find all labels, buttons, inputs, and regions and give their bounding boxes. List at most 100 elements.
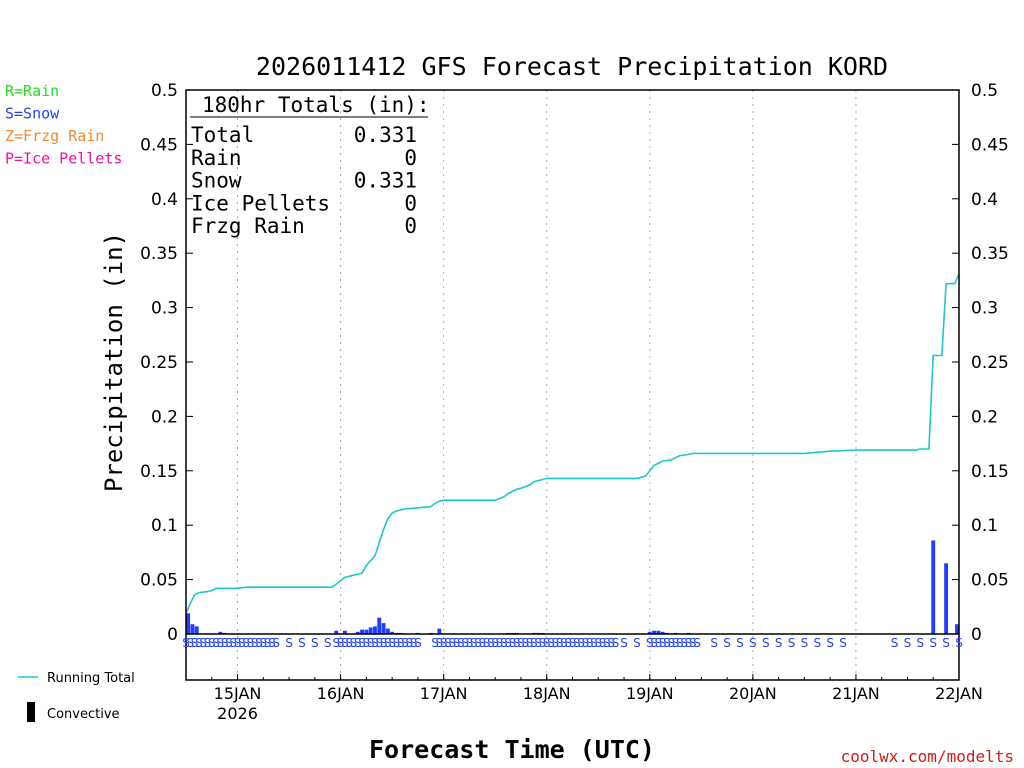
snow-bar — [652, 630, 657, 634]
ptype-letter: S — [285, 636, 293, 650]
y-tick-label-right: 0.2 — [971, 407, 998, 427]
y-tick-label-right: 0.3 — [971, 299, 998, 319]
ptype-letter: S — [341, 636, 349, 650]
ptype-letter: S — [504, 636, 512, 650]
ptype-letter: S — [500, 636, 508, 650]
ptype-letter: S — [723, 636, 731, 650]
ptype-letter: S — [547, 636, 555, 650]
ptype-letter: S — [590, 636, 598, 650]
ptype-letter: S — [225, 636, 233, 650]
totals-row-value: 0 — [404, 191, 417, 215]
y-tick-label-left: 0.4 — [151, 190, 178, 210]
ptype-legend: R=Rain S=Snow Z=Frzg Rain P=Ice Pellets — [5, 82, 122, 168]
ptype-letter: S — [371, 636, 379, 650]
ptype-letter: S — [238, 636, 246, 650]
ptype-letter: S — [620, 636, 628, 650]
ptype-letter: S — [221, 636, 229, 650]
ptype-letter: S — [470, 636, 478, 650]
ptype-letter: S — [891, 636, 899, 650]
snow-bar — [218, 631, 223, 634]
ptype-letter: S — [667, 636, 675, 650]
ptype-letter: S — [298, 636, 306, 650]
ptype-letter: S — [775, 636, 783, 650]
ptype-letter: S — [633, 636, 641, 650]
running-total-line — [185, 273, 960, 614]
ptype-letter: S — [212, 636, 220, 650]
ptype-letter: S — [453, 636, 461, 650]
credit-text: coolwx.com/modelts — [841, 747, 1014, 766]
ptype-letter: S — [659, 636, 667, 650]
ptype-letter: S — [680, 636, 688, 650]
y-tick-label-right: 0.45 — [971, 135, 1009, 155]
ptype-letter: S — [242, 636, 250, 650]
snow-bar — [334, 630, 339, 634]
chart-title: 2026011412 GFS Forecast Precipitation KO… — [256, 52, 888, 81]
ptype-letter: S — [560, 636, 568, 650]
snow-bar — [364, 629, 369, 634]
y-tick-label-left: 0.5 — [151, 81, 178, 101]
ptype-letter: S — [749, 636, 757, 650]
x-tick-label: 20JAN — [729, 684, 777, 703]
ptype-letter: S — [204, 636, 212, 650]
ptype-letter: S — [513, 636, 521, 650]
ptype-letter: S — [552, 636, 560, 650]
x-tick-label: 22JAN — [935, 684, 983, 703]
x-tick-label: 19JAN — [626, 684, 674, 703]
snow-bar — [373, 626, 377, 634]
ptype-letter: S — [801, 636, 809, 650]
ptype-letter: S — [479, 636, 487, 650]
ptype-letter: S — [813, 636, 821, 650]
ptype-letter: S — [826, 636, 834, 650]
x-axis-label: Forecast Time (UTC) — [369, 735, 655, 764]
ptype-letter: S — [268, 636, 276, 650]
ptype-letter: S — [788, 636, 796, 650]
ptype-letter: S — [345, 636, 353, 650]
ptype-letter: S — [496, 636, 504, 650]
convective-swatch — [27, 702, 35, 722]
ptype-letter: S — [534, 636, 542, 650]
snow-bar — [656, 630, 661, 634]
ptype-letter: S — [676, 636, 684, 650]
snow-bar — [194, 626, 199, 634]
ptype-letter: S — [689, 636, 697, 650]
ptype-letter: S — [384, 636, 392, 650]
ptype-letter: S — [474, 636, 482, 650]
ptype-letter: S — [483, 636, 491, 650]
totals-row-value: 0 — [404, 214, 417, 238]
y-tick-label-right: 0 — [971, 625, 982, 645]
y-tick-label-left: 0.05 — [140, 571, 178, 591]
ptype-letter: S — [693, 636, 701, 650]
ptype-letter: S — [646, 636, 654, 650]
ptype-letter: S — [388, 636, 396, 650]
ptype-letter: S — [247, 636, 255, 650]
ptype-letter: S — [685, 636, 693, 650]
ptype-letter: S — [191, 636, 199, 650]
snow-bar — [381, 623, 386, 634]
ptype-letter: S — [573, 636, 581, 650]
ptype-letter: S — [839, 636, 847, 650]
ptype-letter: S — [199, 636, 207, 650]
ptype-legend-item: S=Snow — [5, 105, 60, 123]
snow-bar — [390, 631, 395, 634]
x-tick-label: 16JAN — [317, 684, 365, 703]
totals-row-label: Rain — [191, 146, 242, 170]
ptype-letter: S — [762, 636, 770, 650]
ptype-letter: S — [487, 636, 495, 650]
left-y-axis: 0 0.05 0.1 0.15 0.2 0.25 0.3 0.35 0.4 0.45 0.5 — [140, 81, 193, 645]
y-axis-label: Precipitation (in) — [100, 232, 128, 492]
ptype-letter: S — [405, 636, 413, 650]
ptype-letter: S — [509, 636, 517, 650]
ptype-letter: S — [448, 636, 456, 650]
ptype-letter: S — [337, 636, 345, 650]
ptype-letter: S — [367, 636, 375, 650]
y-tick-label-right: 0.15 — [971, 462, 1009, 482]
y-tick-label-left: 0.45 — [140, 135, 178, 155]
totals-rows: Total 0.331 Rain 0 Snow 0.331 Ice Pellets 0 Frzg… — [191, 123, 417, 238]
totals-box: 180hr Totals (in): Total 0.331 Rain 0 Snow 0.… — [190, 93, 430, 238]
ptype-letter: S — [358, 636, 366, 650]
totals-row-value: 0.331 — [354, 123, 417, 147]
y-tick-label-left: 0.2 — [151, 407, 178, 427]
ptype-letter: S — [539, 636, 547, 650]
y-tick-label-left: 0.15 — [140, 462, 178, 482]
snow-bar — [190, 624, 195, 634]
